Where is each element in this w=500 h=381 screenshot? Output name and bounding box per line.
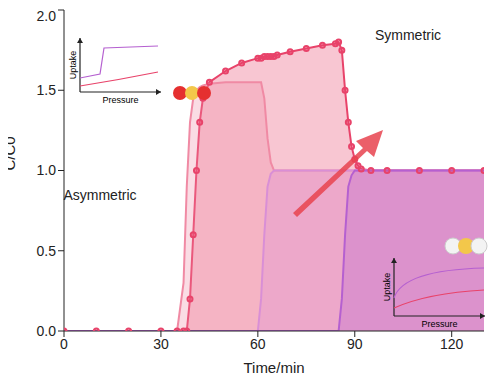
svg-text:Uptake: Uptake: [68, 51, 78, 80]
svg-text:1.0: 1.0: [37, 162, 57, 178]
svg-text:Pressure: Pressure: [421, 319, 457, 329]
svg-text:Asymmetric: Asymmetric: [63, 187, 136, 203]
svg-text:0.5: 0.5: [37, 243, 57, 259]
svg-text:Uptake: Uptake: [382, 273, 392, 302]
svg-text:30: 30: [153, 336, 169, 352]
svg-text:0.0: 0.0: [37, 323, 57, 339]
svg-text:0: 0: [60, 336, 68, 352]
svg-text:Time/min: Time/min: [243, 359, 304, 373]
svg-text:Symmetric: Symmetric: [375, 27, 441, 43]
svg-text:90: 90: [347, 336, 363, 352]
svg-text:120: 120: [440, 336, 464, 352]
svg-text:C/C0: C/C0: [8, 136, 18, 170]
svg-text:1.5: 1.5: [37, 82, 57, 98]
svg-text:Pressure: Pressure: [102, 95, 138, 105]
svg-text:60: 60: [250, 336, 266, 352]
svg-text:2.0: 2.0: [37, 8, 57, 24]
